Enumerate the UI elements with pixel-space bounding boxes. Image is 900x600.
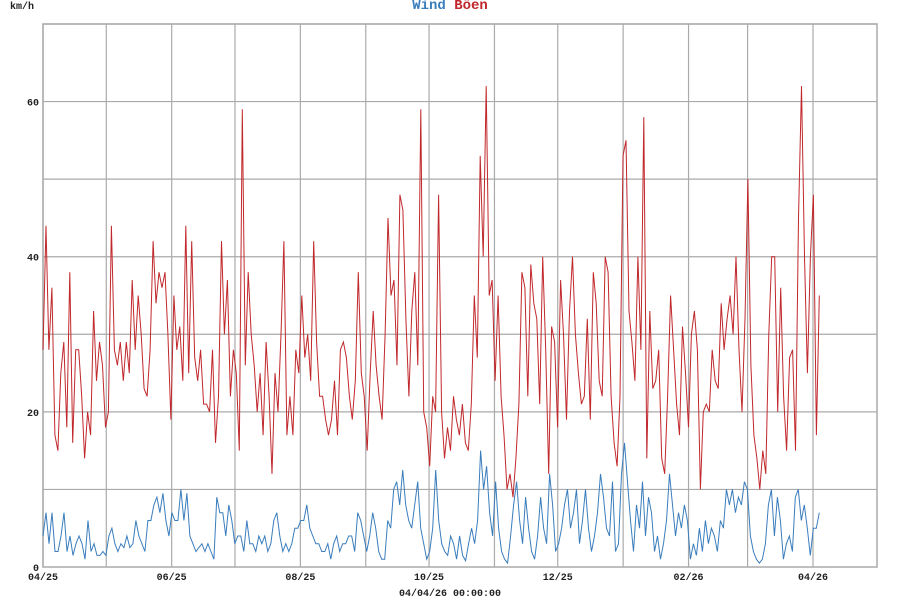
chart-title: Wind Böen	[0, 0, 900, 14]
x-tick-label: 06/25	[157, 572, 187, 584]
x-tick-label: 02/26	[674, 572, 704, 584]
y-tick-label: 40	[27, 254, 39, 265]
y-tick-label: 0	[33, 564, 39, 575]
x-tick-label: 10/25	[414, 572, 444, 584]
y-axis-label: km/h	[10, 2, 35, 13]
plot-area	[42, 23, 878, 568]
series-line-boeen	[42, 86, 820, 498]
x-tick-label: 04/26	[798, 572, 828, 584]
y-tick-label: 20	[27, 409, 39, 420]
x-tick-label: 04/25	[28, 572, 58, 584]
x-tick-label: 08/25	[285, 572, 315, 584]
series-line-wind	[42, 442, 820, 565]
legend-wind: Wind	[412, 0, 446, 14]
x-tick-label: 12/25	[543, 572, 573, 584]
legend-boeen: Böen	[454, 0, 488, 14]
timestamp-footer: 04/04/26 00:00:00	[398, 589, 502, 600]
y-tick-label: 60	[27, 99, 39, 110]
